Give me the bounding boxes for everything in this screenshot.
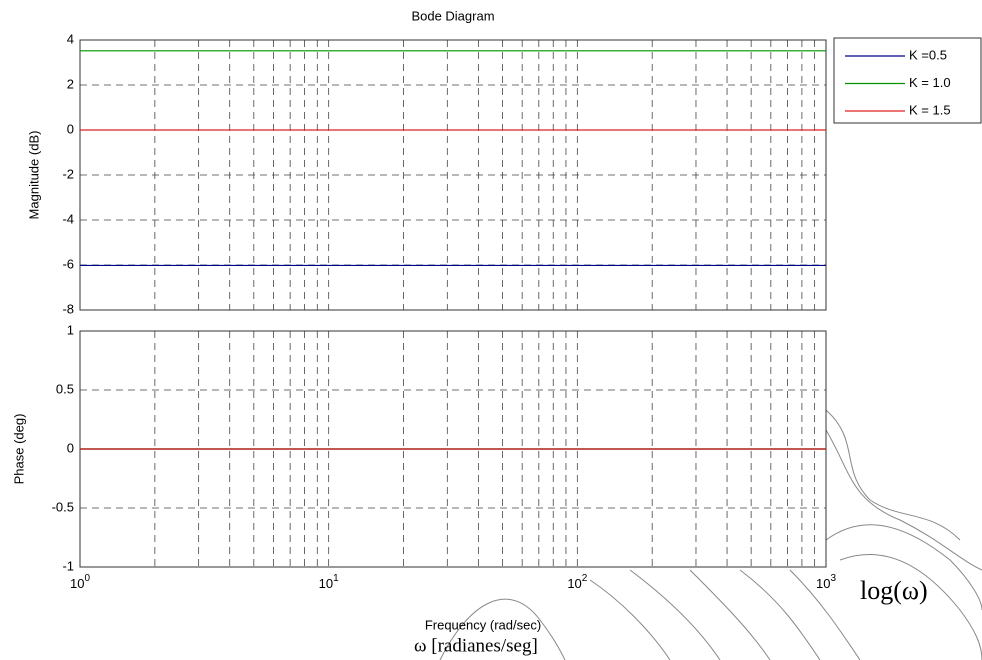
x-tick-base: 10 (319, 576, 333, 591)
y-tick-label: 0.5 (56, 381, 74, 396)
legend-box (833, 37, 982, 124)
y-tick-label: 1 (67, 322, 74, 337)
chart-title: Bode Diagram (411, 8, 494, 23)
y-tick-label: -1 (62, 558, 74, 573)
annotation: log(ω) (860, 576, 928, 605)
x-tick-exponent: 0 (84, 573, 90, 584)
x-tick-exponent: 1 (333, 573, 339, 584)
y-tick-label: -8 (62, 301, 74, 316)
plot-frame (79, 39, 827, 311)
contour (739, 569, 821, 660)
y-tick-label: -6 (62, 256, 74, 271)
y-tick-label: -0.5 (52, 499, 74, 514)
x-tick-label: 103 (816, 573, 836, 592)
y-tick-label: 2 (67, 76, 74, 91)
x-tick-exponent: 3 (830, 573, 836, 584)
contour (825, 429, 982, 571)
contour (839, 553, 982, 660)
contour (439, 598, 566, 660)
contour (589, 579, 671, 660)
x-tick-label: 101 (319, 573, 339, 592)
annotation: ω [radianes/seg] (414, 635, 538, 656)
contour (825, 524, 982, 611)
y-tick-label: -2 (62, 166, 74, 181)
legend-label: K = 1.0 (909, 75, 951, 90)
x-tick-base: 10 (567, 576, 581, 591)
legend-label: K =0.5 (909, 47, 947, 62)
y-tick-label: 4 (67, 31, 74, 46)
x-tick-base: 10 (816, 576, 830, 591)
y-tick-label: 0 (67, 121, 74, 136)
contour (629, 569, 721, 660)
y-tick-label: -4 (62, 211, 74, 226)
x-axis-label: Frequency (rad/sec) (425, 617, 541, 632)
decorative-contours (439, 409, 982, 660)
contour (789, 569, 861, 660)
x-tick-label: 102 (567, 573, 587, 592)
x-tick-exponent: 2 (582, 573, 588, 584)
x-tick-base: 10 (70, 576, 84, 591)
x-tick-label: 100 (70, 573, 90, 592)
legend-label: K = 1.5 (909, 102, 951, 117)
y-axis-label: Magnitude (dB) (26, 131, 41, 220)
contour (689, 569, 771, 660)
contour (825, 409, 961, 541)
y-axis-label: Phase (deg) (11, 414, 26, 485)
y-tick-label: 0 (67, 440, 74, 455)
